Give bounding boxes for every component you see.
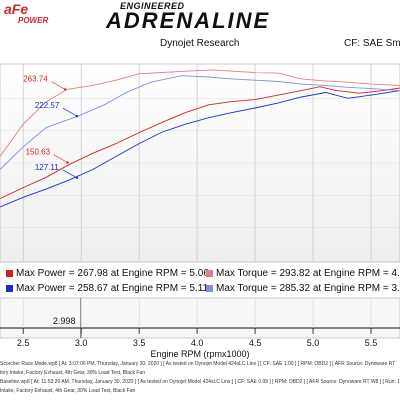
correction-factor: CF: SAE Sm <box>344 38 400 49</box>
run-note-line: tory Intake, Factory Exhaust, 4th Gear, … <box>0 370 145 376</box>
run-note-line: Baseline.wp8 [ At: 11:53:20 AM, Thursday… <box>0 379 400 385</box>
legend-text: Max Torque = 293.82 at Engine RPM = 4.14 <box>216 268 400 279</box>
brand-small-text: ENGINEERED <box>120 1 185 11</box>
series-line-4 <box>0 75 400 170</box>
annotation-label: 263.74 <box>23 74 48 83</box>
x-tick-label: 4.5 <box>249 338 262 348</box>
lower-panel <box>0 297 400 339</box>
annotation-label: 150.63 <box>26 148 51 157</box>
run-note-line: Scorcher Race Mode.wp8 [ At: 3:07:06 PM,… <box>0 361 396 367</box>
legend-text: Max Power = 258.67 at Engine RPM = 5.11 <box>16 283 209 294</box>
series-layer <box>0 69 400 208</box>
series-line-3 <box>0 69 400 157</box>
afe-logo: aFe POWER <box>4 2 48 28</box>
legend-text: Max Power = 267.98 at Engine RPM = 5.06 <box>16 268 209 279</box>
legend-swatch <box>206 284 213 292</box>
x-tick-label: 3.5 <box>133 338 146 348</box>
report-title: Dynojet Research <box>160 38 240 49</box>
annotation-arrow <box>53 154 68 163</box>
annotation-arrow <box>62 107 77 117</box>
annotation-arrowhead <box>64 88 67 91</box>
legend-entry: Max Torque = 285.32 at Engine RPM = 3.87 <box>206 283 400 294</box>
legend-swatch <box>206 269 213 277</box>
grid-lines <box>0 64 400 262</box>
annotation-arrow <box>62 169 77 179</box>
legend-swatch <box>6 284 13 292</box>
x-tick-label: 2.5 <box>17 338 30 348</box>
x-axis-ticks: 2.5 3.0 3.5 4.0 4.5 5.0 5.5 <box>17 298 377 348</box>
legend-swatch <box>6 269 13 277</box>
run-note-line: Intake, Factory Exhaust, 4th Gear, 30% L… <box>0 388 136 394</box>
series-line-2 <box>0 90 400 208</box>
annotation-arrowhead <box>75 114 79 118</box>
annotation-arrowhead <box>75 176 79 180</box>
annotation-arrow <box>51 81 66 90</box>
annotation-label: 222.57 <box>35 101 60 110</box>
logo-sub: POWER <box>18 16 49 25</box>
rpm-marker-label: 2.998 <box>53 316 76 326</box>
x-tick-label: 5.0 <box>307 338 320 348</box>
annotation-layer: 263.74 222.57 150.63 127.11 <box>23 74 79 180</box>
brand-title: ADRENALINE <box>106 8 271 33</box>
x-axis-label: Engine RPM (rpmx1000) <box>150 349 249 359</box>
x-tick-label: 3.0 <box>75 338 88 348</box>
x-tick-label: 4.0 <box>191 338 204 348</box>
series-line-1 <box>0 86 400 200</box>
legend-entry: Max Torque = 293.82 at Engine RPM = 4.14 <box>206 268 400 279</box>
x-tick-label: 5.5 <box>365 338 378 348</box>
legend-entry: Max Power = 267.98 at Engine RPM = 5.06 <box>6 268 209 279</box>
legend-text: Max Torque = 285.32 at Engine RPM = 3.87 <box>216 283 400 294</box>
annotation-arrowhead <box>66 161 69 164</box>
annotation-label: 127.11 <box>35 163 59 172</box>
legend-entry: Max Power = 258.67 at Engine RPM = 5.11 <box>6 283 208 294</box>
logo-text: aFe <box>4 1 29 17</box>
